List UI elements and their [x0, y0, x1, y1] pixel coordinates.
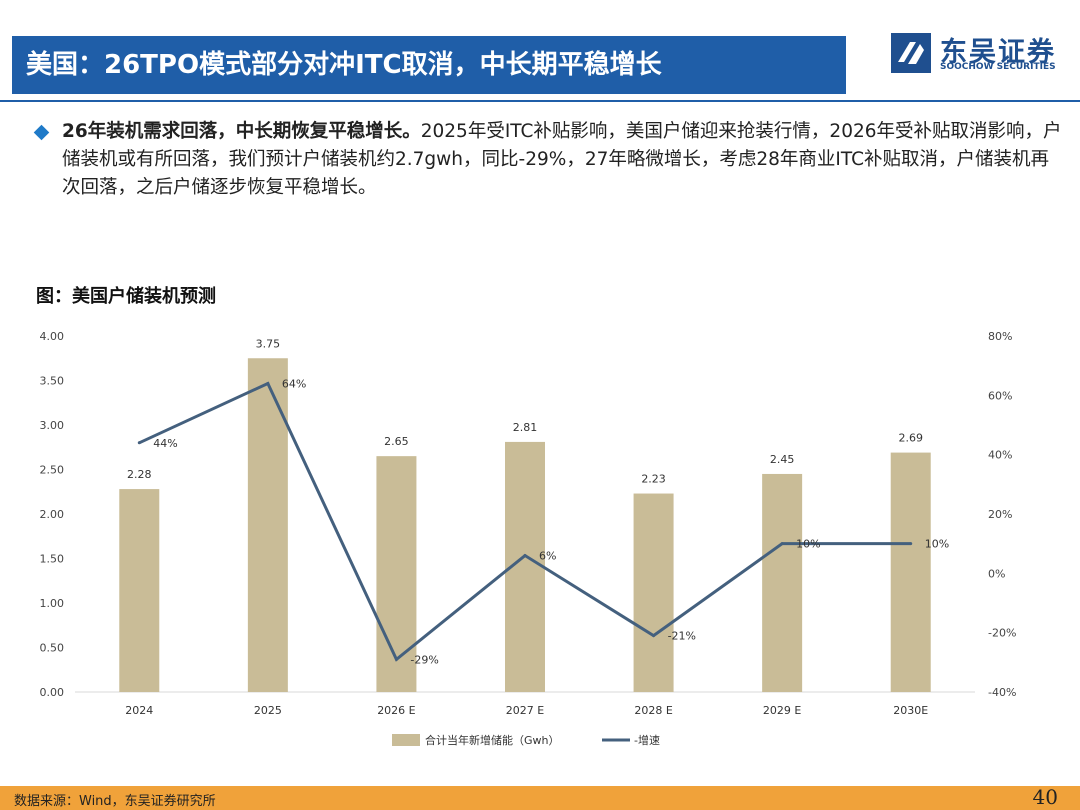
x-tick-label: 2025 [254, 704, 282, 717]
y-left-tick-label: 0.00 [40, 686, 65, 699]
diamond-bullet-icon [33, 124, 50, 141]
summary-paragraph: 26年装机需求回落，中长期恢复平稳增长。2025年受ITC补贴影响，美国户储迎来… [62, 118, 1062, 202]
logo-text-cn: 东吴证券 [940, 37, 1056, 68]
figure-title: 图：美国户储装机预测 [36, 286, 216, 307]
y-left-tick-label: 3.00 [40, 419, 65, 432]
x-tick-label: 2026 E [377, 704, 415, 717]
line-data-label: 10% [796, 538, 820, 551]
bar-data-label: 2.45 [770, 453, 795, 466]
y-right-tick-label: 0% [988, 567, 1005, 580]
summary-lead: 26年装机需求回落，中长期恢复平稳增长。 [62, 121, 421, 142]
x-tick-label: 2024 [125, 704, 153, 717]
bar [247, 358, 288, 692]
legend-bar-swatch [392, 734, 420, 746]
bar-data-label: 2.65 [384, 435, 409, 448]
line-data-label: -21% [668, 630, 696, 643]
line-point [523, 554, 527, 558]
line-point [137, 441, 141, 445]
line-point [394, 657, 398, 661]
y-right-tick-label: 60% [988, 389, 1012, 402]
y-left-tick-label: 2.50 [40, 464, 65, 477]
line-point [909, 542, 913, 546]
line-data-label: 64% [282, 377, 306, 390]
bar-data-label: 2.69 [898, 432, 923, 445]
bar [119, 489, 160, 692]
y-right-tick-label: 40% [988, 449, 1012, 462]
bar [633, 493, 674, 692]
bar-data-label: 2.28 [127, 468, 152, 481]
y-right-tick-label: 80% [988, 330, 1012, 343]
legend-line-label: -增速 [634, 733, 660, 747]
y-left-tick-label: 0.50 [40, 642, 65, 655]
line-point [652, 634, 656, 638]
line-data-label: 10% [925, 538, 949, 551]
y-left-tick-label: 2.00 [40, 508, 65, 521]
header-divider [0, 100, 1080, 102]
legend-bar-label: 合计当年新增储能（Gwh） [425, 733, 560, 747]
line-point [266, 381, 270, 385]
page-title: 美国：26TPO模式部分对冲ITC取消，中长期平稳增长 [26, 50, 662, 80]
bar [376, 456, 417, 692]
bar [890, 452, 931, 692]
y-right-tick-label: -20% [988, 627, 1016, 640]
x-tick-label: 2027 E [506, 704, 544, 717]
x-tick-label: 2028 E [634, 704, 672, 717]
y-left-tick-label: 4.00 [40, 330, 65, 343]
title-bar [12, 36, 846, 94]
company-logo: 东吴证券 SOOCHOW SECURITIES [890, 30, 1070, 80]
y-right-tick-label: 20% [988, 508, 1012, 521]
y-left-tick-label: 1.00 [40, 597, 65, 610]
y-right-tick-label: -40% [988, 686, 1016, 699]
footer-source: 数据来源：Wind，东吴证券研究所 [14, 794, 216, 809]
line-data-label: 44% [153, 437, 177, 450]
line-point [780, 542, 784, 546]
summary-text: 2025年受ITC补贴影响，美国户储迎来抢装行情，2026年受补贴取消影响，户储… [62, 121, 1062, 198]
line-data-label: 6% [539, 550, 556, 563]
x-tick-label: 2030E [893, 704, 928, 717]
page-number: 40 [1032, 785, 1058, 809]
footer-bar [0, 786, 1080, 810]
bar-data-label: 2.23 [641, 473, 666, 486]
logo-text-en: SOOCHOW SECURITIES [940, 62, 1056, 72]
bar [762, 473, 803, 692]
line-data-label: -29% [410, 653, 438, 666]
bar-data-label: 2.81 [513, 421, 538, 434]
y-left-tick-label: 3.50 [40, 375, 65, 388]
soochow-logo-icon [891, 33, 931, 73]
x-tick-label: 2029 E [763, 704, 801, 717]
bar-data-label: 3.75 [256, 337, 281, 350]
chart: 0.00 0.50 1.00 1.50 2.00 2.50 3.00 3.50 4.00 -40%… [40, 330, 1017, 747]
y-left-tick-label: 1.50 [40, 553, 65, 566]
